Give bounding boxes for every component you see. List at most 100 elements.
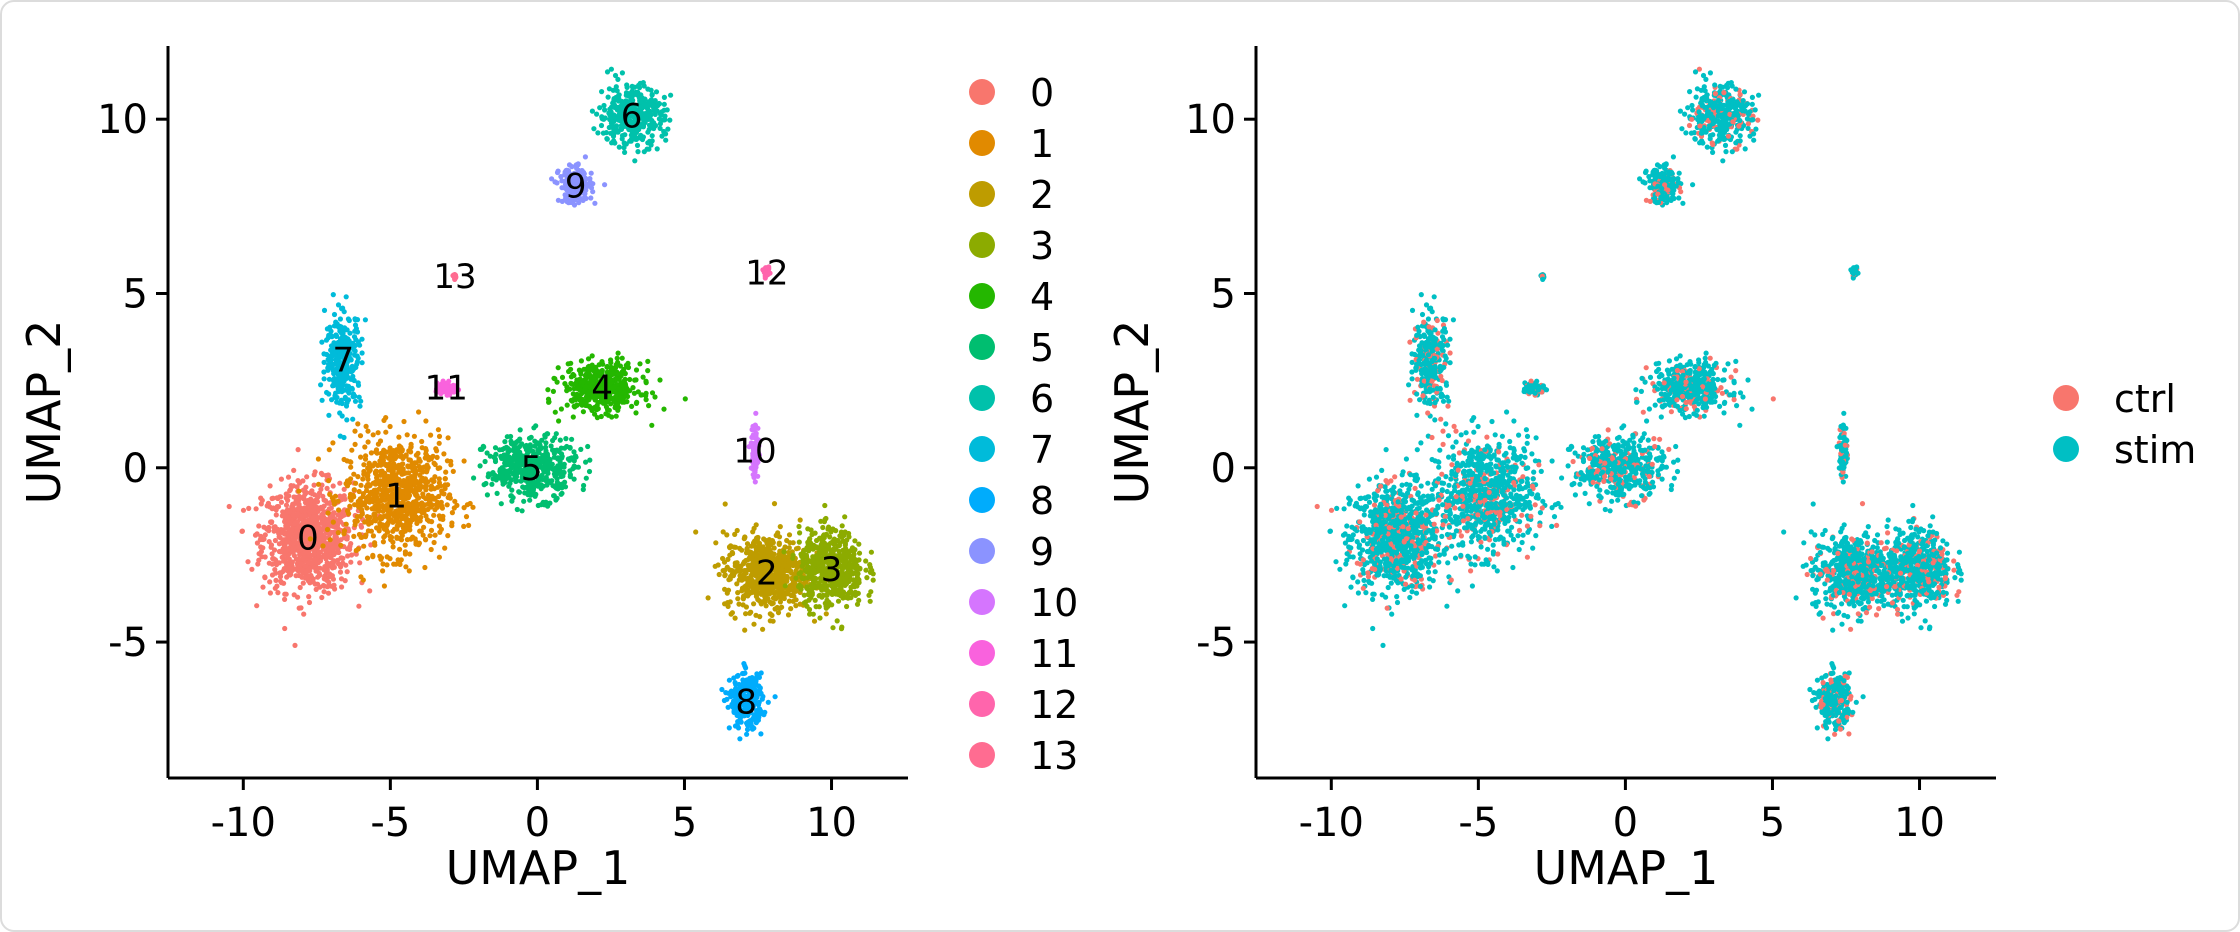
data-point: [511, 469, 518, 475]
data-point: [314, 499, 321, 505]
data-point: [266, 560, 272, 566]
data-point: [345, 553, 351, 559]
data-point: [422, 536, 429, 543]
data-point: [302, 549, 308, 555]
data-point: [327, 537, 333, 543]
data-point: [333, 332, 339, 338]
data-point: [363, 423, 369, 429]
data-point: [348, 559, 354, 565]
data-point: [348, 464, 354, 470]
data-point: [384, 554, 390, 560]
data-point: [409, 509, 415, 515]
data-point: [793, 603, 799, 609]
data-point: [824, 597, 830, 603]
data-point: [450, 468, 456, 474]
data-point: [507, 467, 513, 474]
data-point: [394, 535, 400, 541]
data-point: [510, 495, 516, 501]
data-point: [310, 576, 316, 582]
data-point: [592, 200, 598, 206]
data-point: [324, 577, 330, 583]
data-point: [293, 529, 299, 536]
data-point: [542, 432, 548, 438]
data-point: [809, 592, 815, 598]
data-point: [643, 397, 649, 403]
data-point: [436, 523, 442, 529]
data-point: [353, 551, 359, 557]
data-point: [532, 438, 538, 444]
data-point: [379, 480, 385, 486]
data-point: [522, 490, 528, 496]
data-point: [870, 577, 876, 583]
data-point: [568, 380, 574, 386]
data-point: [361, 462, 367, 468]
data-point: [391, 461, 397, 467]
data-point: [380, 561, 386, 567]
data-point: [765, 699, 771, 705]
data-point: [366, 461, 372, 467]
data-point: [338, 542, 344, 548]
data-point: [377, 516, 383, 522]
data-point: [564, 402, 570, 408]
data-point: [741, 585, 747, 592]
data-point: [319, 397, 325, 403]
data-point: [589, 362, 595, 368]
data-point: [632, 158, 638, 164]
data-point: [273, 577, 279, 584]
data-point: [384, 562, 390, 568]
data-point: [578, 358, 585, 364]
data-point: [757, 685, 763, 691]
data-point: [467, 500, 473, 507]
data-point: [423, 480, 429, 486]
data-point: [436, 476, 442, 482]
data-point: [805, 559, 811, 565]
data-point: [624, 91, 631, 97]
data-point: [305, 578, 312, 584]
data-point: [786, 545, 792, 551]
data-point: [837, 533, 843, 539]
data-point: [319, 512, 325, 518]
data-point: [645, 368, 651, 374]
data-point: [779, 604, 785, 610]
data-point: [729, 549, 735, 556]
data-point: [385, 521, 391, 527]
data-point: [349, 447, 355, 453]
data-point: [360, 476, 366, 482]
data-point: [306, 599, 313, 606]
data-point: [348, 497, 354, 503]
data-point: [712, 563, 718, 569]
data-point: [663, 137, 669, 143]
data-point: [403, 564, 409, 570]
data-point: [357, 560, 363, 566]
data-point: [318, 554, 325, 560]
data-point: [289, 566, 296, 572]
data-point: [262, 554, 268, 560]
data-point: [381, 417, 387, 423]
data-point: [649, 422, 655, 428]
data-point: [756, 699, 762, 705]
data-point: [388, 457, 394, 463]
data-point: [367, 514, 373, 520]
data-point: [309, 546, 316, 552]
data-point: [801, 592, 807, 598]
data-point: [727, 576, 733, 582]
data-point: [770, 600, 776, 606]
data-point: [772, 694, 778, 700]
data-point: [439, 490, 445, 496]
data-point: [668, 92, 674, 98]
data-point: [851, 551, 857, 557]
data-point: [759, 547, 765, 554]
data-point: [361, 543, 367, 549]
data-point: [499, 455, 505, 461]
data-point: [790, 540, 796, 546]
data-point: [544, 482, 550, 488]
data-point: [588, 195, 594, 201]
data-point: [440, 513, 446, 519]
data-point: [300, 580, 306, 586]
data-point: [418, 514, 424, 520]
data-point: [574, 391, 580, 397]
data-point: [657, 377, 663, 383]
data-point: [407, 482, 413, 488]
data-point: [461, 458, 467, 464]
data-point: [431, 460, 437, 466]
